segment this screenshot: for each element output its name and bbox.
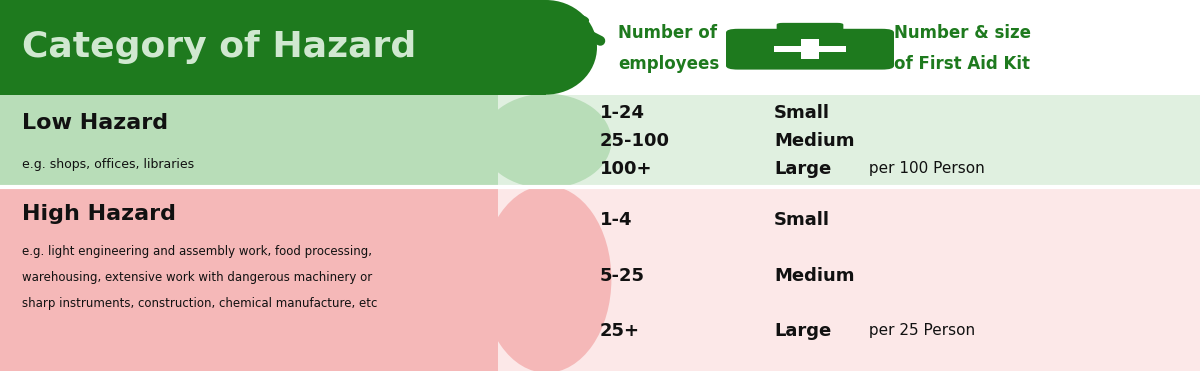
Text: Small: Small <box>774 211 830 229</box>
Text: High Hazard: High Hazard <box>22 204 175 224</box>
Text: warehousing, extensive work with dangerous machinery or: warehousing, extensive work with dangero… <box>22 271 372 284</box>
Circle shape <box>539 13 589 28</box>
Text: Category of Hazard: Category of Hazard <box>22 30 416 64</box>
Polygon shape <box>546 29 582 46</box>
Bar <box>0 187 498 371</box>
Bar <box>0 95 1200 187</box>
Text: Medium: Medium <box>774 132 854 150</box>
Text: Large: Large <box>774 322 832 339</box>
Text: of First Aid Kit: of First Aid Kit <box>894 55 1030 73</box>
Text: Number of: Number of <box>618 24 718 42</box>
Text: 5-25: 5-25 <box>600 266 646 285</box>
Text: per 100 Person: per 100 Person <box>864 161 985 176</box>
Bar <box>0 187 1200 371</box>
Ellipse shape <box>481 93 611 188</box>
Text: Large: Large <box>774 160 832 178</box>
Bar <box>800 39 820 59</box>
Bar <box>0 0 1200 95</box>
Text: employees: employees <box>618 55 719 73</box>
Ellipse shape <box>481 186 611 371</box>
Text: sharp instruments, construction, chemical manufacture, etc: sharp instruments, construction, chemica… <box>22 297 377 310</box>
Text: Medium: Medium <box>774 266 854 285</box>
FancyBboxPatch shape <box>726 29 894 70</box>
FancyBboxPatch shape <box>776 23 844 35</box>
Text: e.g. light engineering and assembly work, food processing,: e.g. light engineering and assembly work… <box>22 245 372 258</box>
Bar <box>774 46 846 52</box>
Text: 25+: 25+ <box>600 322 640 339</box>
Text: per 25 Person: per 25 Person <box>864 323 976 338</box>
Text: Small: Small <box>774 104 830 122</box>
Text: 1-4: 1-4 <box>600 211 632 229</box>
Text: 1-24: 1-24 <box>600 104 646 122</box>
Text: e.g. shops, offices, libraries: e.g. shops, offices, libraries <box>22 158 193 171</box>
Text: Low Hazard: Low Hazard <box>22 113 168 133</box>
Bar <box>0 0 546 95</box>
Bar <box>0 95 498 187</box>
Text: 25-100: 25-100 <box>600 132 670 150</box>
Text: 100+: 100+ <box>600 160 653 178</box>
Ellipse shape <box>496 0 598 95</box>
Text: Number & size: Number & size <box>894 24 1031 42</box>
